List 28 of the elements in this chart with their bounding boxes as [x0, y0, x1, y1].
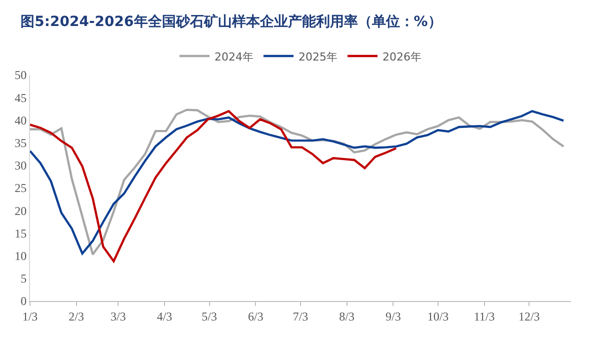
y-tick-label: 20	[14, 204, 27, 218]
y-tick-label: 5	[20, 272, 27, 286]
x-tick-label: 5/3	[202, 309, 218, 324]
legend-label: 2024年	[214, 50, 254, 64]
y-tick-label: 10	[14, 249, 27, 263]
legend-label: 2025年	[298, 50, 338, 64]
y-tick-label: 25	[14, 181, 27, 196]
y-tick-label: 35	[14, 136, 27, 150]
y-tick-label: 45	[14, 90, 27, 105]
chart-title: 图5:2024-2026年全国砂石矿山样本企业产能利用率（单位：%）	[20, 12, 442, 30]
x-tick-label: 2/3	[68, 309, 84, 324]
x-tick-label: 3/3	[110, 309, 126, 324]
y-tick-label: 15	[14, 226, 27, 240]
x-tick-label: 12/3	[518, 309, 540, 324]
x-tick-label: 8/3	[339, 309, 354, 324]
x-tick-label: 6/3	[248, 309, 264, 324]
y-tick-label: 30	[14, 158, 27, 173]
line-series	[30, 110, 398, 262]
x-tick-label: 9/3	[385, 309, 401, 324]
y-tick-label: 40	[14, 113, 27, 128]
x-tick-label: 4/3	[156, 309, 172, 324]
x-tick-label: 11/3	[474, 309, 495, 324]
legend-label: 2026年	[382, 50, 422, 64]
x-tick-label: 7/3	[292, 309, 308, 324]
y-tick-label: 50	[14, 68, 27, 82]
x-tick-label: 1/3	[22, 309, 38, 324]
x-tick-label: 10/3	[427, 309, 449, 324]
y-tick-label: 0	[20, 294, 27, 308]
